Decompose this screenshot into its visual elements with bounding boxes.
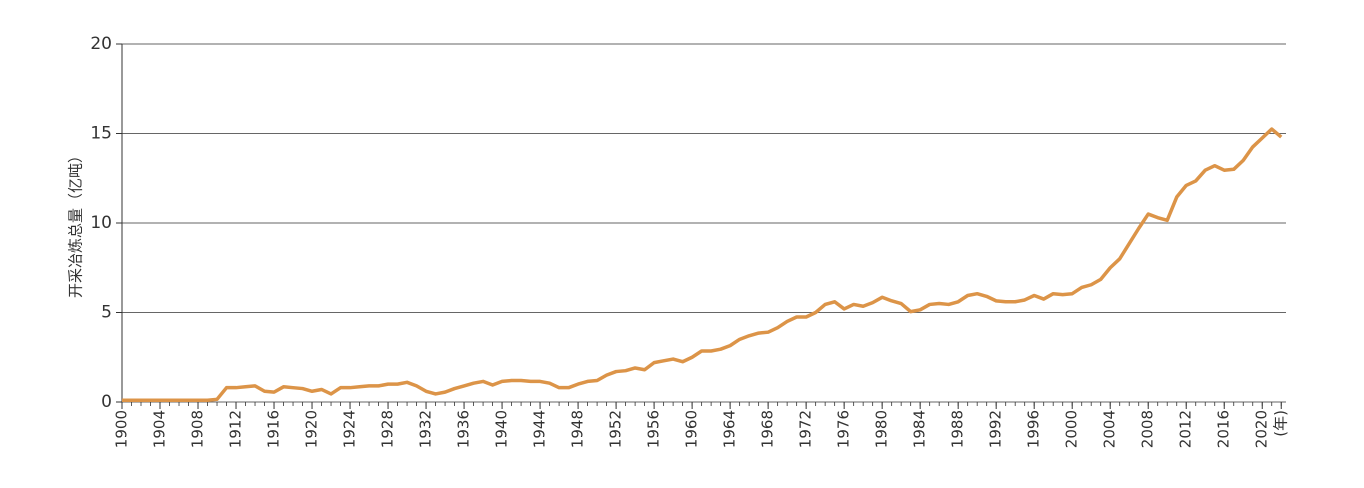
- x-tick-label: 1928: [379, 410, 397, 448]
- x-tick-label: 1972: [797, 410, 815, 448]
- x-tick-label: 1936: [455, 410, 473, 448]
- y-axis-label: 开采冶炼总量（亿吨）: [67, 148, 85, 298]
- x-tick-label: 1900: [113, 410, 131, 448]
- x-tick-label: 1948: [569, 410, 587, 448]
- x-tick-label: (年): [1272, 410, 1290, 437]
- x-tick-label: 1908: [189, 410, 207, 448]
- x-tick-label: 2012: [1177, 410, 1195, 448]
- x-tick-label: 2008: [1139, 410, 1157, 448]
- x-tick-label: 2020: [1253, 410, 1271, 448]
- x-tick-label: 1956: [645, 410, 663, 448]
- y-tick-label: 15: [90, 124, 112, 144]
- x-tick-label: 1964: [721, 410, 739, 448]
- x-tick-label: 1904: [151, 410, 169, 448]
- x-tick-label: 1920: [303, 410, 321, 448]
- x-tick-label: 1912: [227, 410, 245, 448]
- x-tick-label: 1924: [341, 410, 359, 448]
- x-tick-label: 1944: [531, 410, 549, 448]
- line-series: [122, 127, 1283, 402]
- x-tick-label: 2016: [1215, 410, 1233, 448]
- x-tick-label: 1988: [949, 410, 967, 448]
- x-tick-label: 1968: [759, 410, 777, 448]
- y-tick-label: 20: [90, 34, 112, 54]
- x-tick-label: 1996: [1025, 410, 1043, 448]
- x-tick-label: 1940: [493, 410, 511, 448]
- x-tick-label: 1932: [417, 410, 435, 448]
- x-tick-label: 1952: [607, 410, 625, 448]
- x-tick-label: 1916: [265, 410, 283, 448]
- x-tick-label: 1960: [683, 410, 701, 448]
- x-tick-label: 2000: [1063, 410, 1081, 448]
- x-tick-label: 2004: [1101, 410, 1119, 448]
- x-tick-label: 1980: [873, 410, 891, 448]
- y-tick-label: 5: [101, 303, 112, 323]
- y-tick-label: 10: [90, 213, 112, 233]
- x-tick-label: 1992: [987, 410, 1005, 448]
- x-tick-label: 1976: [835, 410, 853, 448]
- x-tick-label: 1984: [911, 410, 929, 448]
- y-tick-label: 0: [101, 392, 112, 412]
